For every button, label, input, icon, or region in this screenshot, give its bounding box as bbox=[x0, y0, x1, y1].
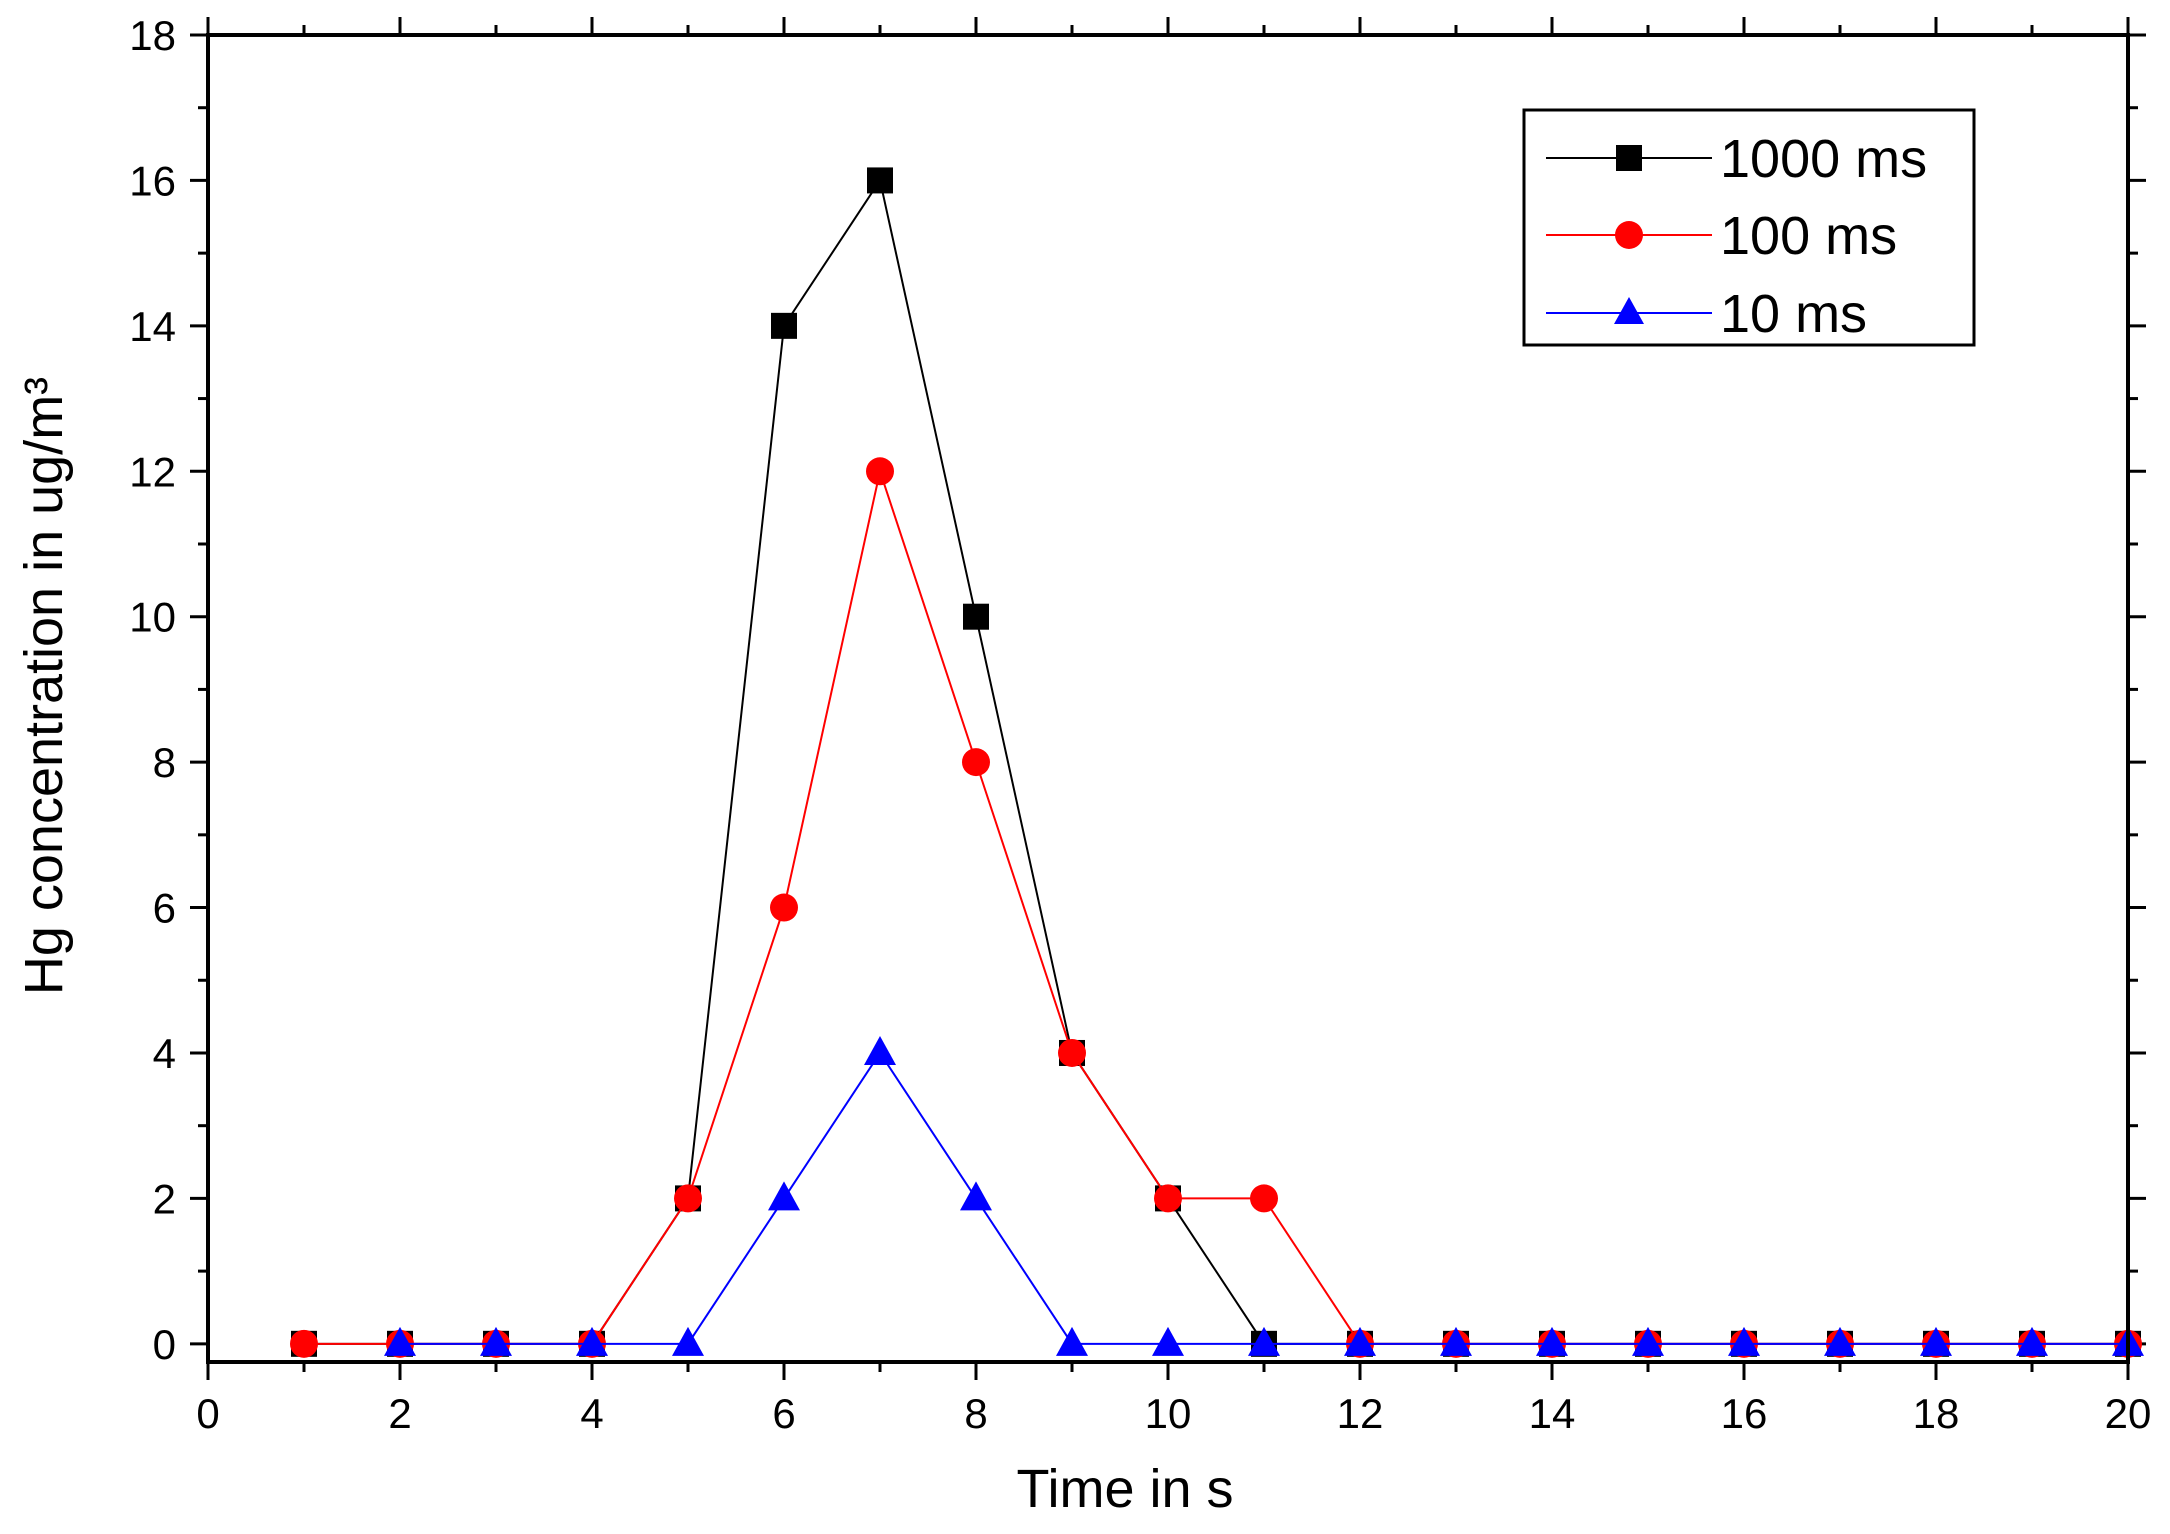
y-tick-label: 0 bbox=[153, 1321, 176, 1368]
y-tick-label: 4 bbox=[153, 1030, 176, 1077]
data-point-10-ms bbox=[1056, 1326, 1088, 1356]
data-point-10-ms bbox=[672, 1326, 704, 1356]
plot-frame bbox=[206, 33, 2130, 1364]
x-tick-label: 2 bbox=[388, 1390, 411, 1437]
data-point-1000-ms bbox=[867, 167, 893, 194]
data-point-100-ms bbox=[290, 1329, 318, 1358]
y-tick-label: 12 bbox=[129, 448, 176, 495]
legend-label-100-ms: 100 ms bbox=[1720, 206, 1897, 266]
data-point-10-ms bbox=[1536, 1326, 1568, 1356]
data-point-10-ms bbox=[1152, 1326, 1184, 1356]
data-point-10-ms bbox=[864, 1035, 896, 1065]
x-tick-label: 12 bbox=[1337, 1390, 1384, 1437]
legend-entry-100-ms: 100 ms bbox=[1546, 206, 1897, 266]
x-tick-label: 6 bbox=[772, 1390, 795, 1437]
data-point-10-ms bbox=[384, 1326, 416, 1356]
data-point-10-ms bbox=[1824, 1326, 1856, 1356]
legend-marker-triangle bbox=[1614, 297, 1644, 324]
data-point-10-ms bbox=[1920, 1326, 1952, 1356]
legend-entry-10-ms: 10 ms bbox=[1546, 284, 1867, 344]
y-tick-label: 10 bbox=[129, 594, 176, 641]
x-tick-label: 10 bbox=[1145, 1390, 1192, 1437]
data-point-100-ms bbox=[674, 1184, 702, 1213]
y-tick-label: 6 bbox=[153, 885, 176, 932]
tick-labels: 0 2 4 6 8 10 12 14 16 18 20 0 2 4 6 8 10 12 14 16 18 bbox=[129, 12, 2151, 1437]
legend-label-1000-ms: 1000 ms bbox=[1720, 129, 1927, 189]
data-point-100-ms bbox=[1058, 1038, 1086, 1067]
x-tick-label: 16 bbox=[1721, 1390, 1768, 1437]
legend-marker-circle bbox=[1615, 221, 1643, 249]
x-tick-label: 0 bbox=[196, 1390, 219, 1437]
x-tick-label: 14 bbox=[1529, 1390, 1576, 1437]
data-point-100-ms bbox=[1250, 1184, 1278, 1213]
x-tick-label: 8 bbox=[964, 1390, 987, 1437]
legend: 1000 ms 100 ms 10 ms bbox=[1522, 108, 1976, 347]
data-point-10-ms bbox=[1248, 1326, 1280, 1356]
legend-marker-square bbox=[1616, 145, 1642, 171]
data-point-10-ms bbox=[1728, 1326, 1760, 1356]
data-point-10-ms bbox=[1632, 1326, 1664, 1356]
y-tick-label: 8 bbox=[153, 739, 176, 786]
data-point-100-ms bbox=[770, 893, 798, 922]
data-point-10-ms bbox=[2016, 1326, 2048, 1356]
x-tick-label: 20 bbox=[2105, 1390, 2152, 1437]
data-point-100-ms bbox=[1154, 1184, 1182, 1213]
data-point-100-ms bbox=[962, 748, 990, 777]
x-tick-label: 4 bbox=[580, 1390, 603, 1437]
data-point-1000-ms bbox=[771, 312, 797, 339]
y-tick-label: 18 bbox=[129, 12, 176, 59]
legend-box bbox=[1522, 108, 1976, 347]
data-point-10-ms bbox=[576, 1326, 608, 1356]
y-tick-label: 2 bbox=[153, 1175, 176, 1222]
data-point-100-ms bbox=[866, 457, 894, 486]
y-axis-title: Hg concentration in ug/m³ bbox=[14, 377, 74, 995]
legend-entry-1000-ms: 1000 ms bbox=[1546, 129, 1927, 189]
legend-label-10-ms: 10 ms bbox=[1720, 284, 1867, 344]
data-point-10-ms bbox=[1440, 1326, 1472, 1356]
x-axis-title: Time in s bbox=[1016, 1459, 1233, 1519]
data-point-10-ms bbox=[960, 1181, 992, 1211]
data-point-10-ms bbox=[480, 1326, 512, 1356]
y-tick-label: 14 bbox=[129, 303, 176, 350]
data-point-1000-ms bbox=[963, 603, 989, 630]
x-tick-label: 18 bbox=[1913, 1390, 1960, 1437]
y-tick-label: 16 bbox=[129, 157, 176, 204]
data-point-10-ms bbox=[1344, 1326, 1376, 1356]
data-point-10-ms bbox=[768, 1181, 800, 1211]
